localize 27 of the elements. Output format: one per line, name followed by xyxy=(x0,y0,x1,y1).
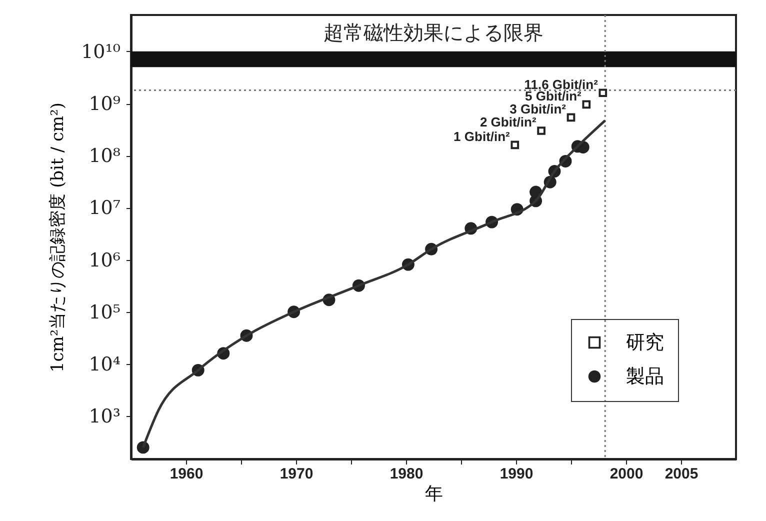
annotation: 3 Gbit/in² xyxy=(510,101,567,116)
y-tick-label: 10⁴ xyxy=(88,353,121,376)
y-axis-title: 1cm²当たりの記録密度 (bit / cm²) xyxy=(48,102,68,373)
x-tick-label: 1990 xyxy=(500,466,534,482)
point xyxy=(582,100,591,109)
annotation: 2 Gbit/in² xyxy=(480,114,537,130)
legend-label: 製品 xyxy=(626,366,664,388)
point xyxy=(598,88,608,98)
band-label: 超常磁性効果による限界 xyxy=(324,20,544,44)
y-tick-label: 10¹⁰ xyxy=(81,40,121,63)
x-axis-title: 年 xyxy=(425,484,443,504)
x-tick-label: 1960 xyxy=(170,466,204,482)
x-tick-label: 2005 xyxy=(664,466,698,482)
y-tick-label: 10⁸ xyxy=(88,145,121,168)
y-tick-label: 10⁹ xyxy=(88,93,121,116)
point xyxy=(566,113,576,122)
y-tick-label: 10⁷ xyxy=(88,197,121,220)
x-tick-label: 1970 xyxy=(280,466,314,482)
point xyxy=(510,140,520,150)
x-tick-label: 2000 xyxy=(610,466,644,482)
x-tick-label: 1980 xyxy=(390,466,424,482)
y-tick-label: 10⁵ xyxy=(88,301,120,324)
annotation: 1 Gbit/in² xyxy=(454,128,511,144)
legend-label: 研究 xyxy=(626,332,664,354)
y-tick-label: 10³ xyxy=(88,406,120,428)
y-tick-label: 10⁶ xyxy=(88,249,121,272)
point xyxy=(537,126,546,135)
